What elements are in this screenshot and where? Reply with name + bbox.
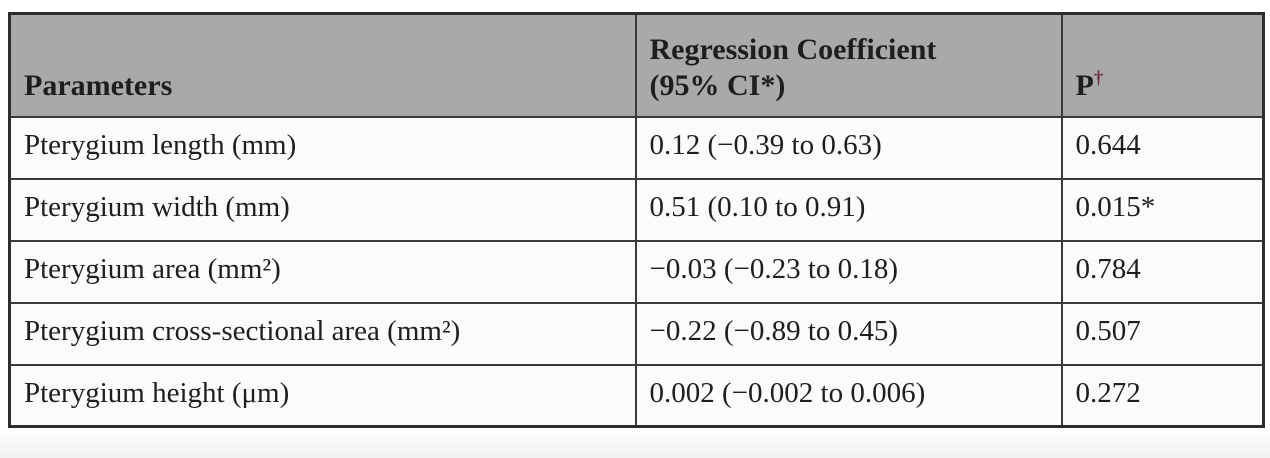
col-header-p: P† [1060, 12, 1265, 118]
cell-coefficient: 0.12 (−0.39 to 0.63) [634, 115, 1063, 180]
cell-p-value: 0.015* [1060, 177, 1265, 242]
regression-table: Parameters Regression Coefficient (95% C… [8, 12, 1265, 428]
header-row: Parameters Regression Coefficient (95% C… [8, 12, 1265, 118]
parameters-header-label: Parameters [24, 68, 173, 102]
cell-p-value: 0.644 [1060, 115, 1265, 180]
cell-parameter: Pterygium length (mm) [8, 115, 637, 180]
cell-coefficient: −0.03 (−0.23 to 0.18) [634, 239, 1063, 304]
coefficient-header-line1: Regression Coefficient [649, 32, 937, 66]
coefficient-header-line2: (95% CI*) [649, 68, 786, 102]
cell-coefficient: −0.22 (−0.89 to 0.45) [634, 301, 1063, 366]
cell-coefficient: 0.51 (0.10 to 0.91) [634, 177, 1063, 242]
cell-p-value: 0.272 [1060, 363, 1265, 428]
table-row: Pterygium height (μm) 0.002 (−0.002 to 0… [8, 363, 1265, 428]
cell-parameter: Pterygium width (mm) [8, 177, 637, 242]
table-row: Pterygium length (mm) 0.12 (−0.39 to 0.6… [8, 115, 1265, 180]
table-row: Pterygium cross-sectional area (mm²) −0.… [8, 301, 1265, 366]
cell-parameter: Pterygium height (μm) [8, 363, 637, 428]
col-header-coefficient: Regression Coefficient (95% CI*) [634, 12, 1063, 118]
cell-p-value: 0.784 [1060, 239, 1265, 304]
cell-parameter: Pterygium cross-sectional area (mm²) [8, 301, 637, 366]
cell-parameter: Pterygium area (mm²) [8, 239, 637, 304]
cell-coefficient: 0.002 (−0.002 to 0.006) [634, 363, 1063, 428]
dagger-symbol: † [1093, 67, 1104, 89]
table-row: Pterygium area (mm²) −0.03 (−0.23 to 0.1… [8, 239, 1265, 304]
table-row: Pterygium width (mm) 0.51 (0.10 to 0.91)… [8, 177, 1265, 242]
p-header-label: P [1075, 68, 1094, 102]
cell-p-value: 0.507 [1060, 301, 1265, 366]
col-header-parameters: Parameters [8, 12, 637, 118]
